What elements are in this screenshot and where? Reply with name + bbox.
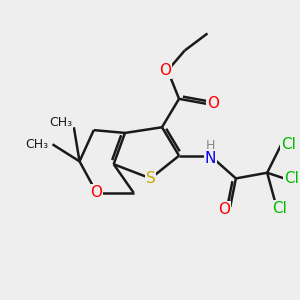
Text: O: O: [159, 63, 171, 78]
Text: O: O: [91, 185, 103, 200]
Text: N: N: [205, 151, 216, 166]
Text: O: O: [218, 202, 230, 217]
Text: O: O: [207, 96, 219, 111]
Text: Cl: Cl: [272, 201, 287, 216]
Text: H: H: [206, 139, 215, 152]
Text: Cl: Cl: [284, 171, 299, 186]
Text: Cl: Cl: [281, 137, 296, 152]
Text: CH₃: CH₃: [49, 116, 72, 130]
Text: S: S: [146, 171, 155, 186]
Text: CH₃: CH₃: [25, 138, 48, 151]
